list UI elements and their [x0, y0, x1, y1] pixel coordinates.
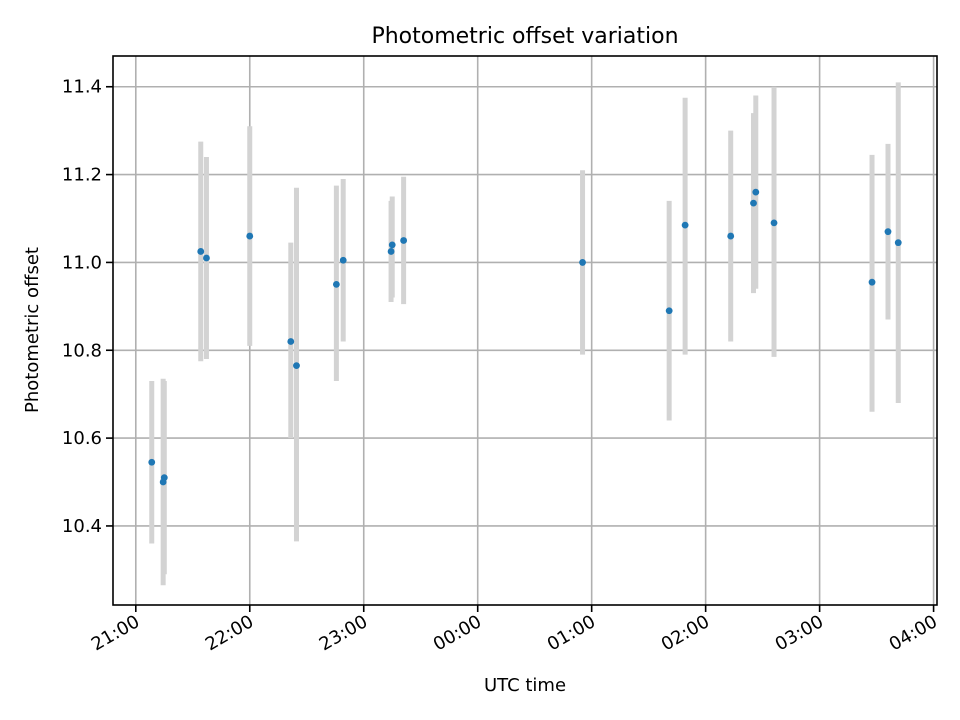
data-point [752, 188, 760, 196]
data-point [770, 219, 778, 227]
data-point [197, 248, 205, 255]
data-point [868, 278, 876, 286]
y-tick-label: 11.2 [62, 165, 102, 186]
x-tick-label: 02:00 [658, 611, 713, 655]
data-point [387, 248, 395, 255]
data-point [148, 458, 156, 466]
x-tick-label: 21:00 [88, 611, 143, 655]
plot-frame [112, 55, 938, 606]
x-tick-label: 01:00 [544, 611, 599, 655]
data-point [681, 221, 689, 229]
y-tick-label: 10.8 [62, 340, 102, 361]
data-point [894, 239, 902, 247]
error-bars [149, 82, 901, 586]
data-point [203, 254, 210, 262]
data-point [884, 228, 892, 236]
data-point [388, 241, 396, 249]
y-tick-label: 11.0 [62, 252, 102, 273]
x-axis-ticks: 21:00 22:00 23:00 00:00 01:00 02:00 03:00 04:00 [88, 605, 941, 655]
data-point [332, 280, 340, 288]
data-points [148, 188, 902, 486]
data-point [160, 474, 168, 482]
x-axis-label: UTC time [484, 675, 566, 696]
data-point [339, 256, 347, 264]
y-tick-label: 10.6 [62, 428, 102, 449]
x-tick-label: 04:00 [886, 611, 941, 655]
data-point [400, 237, 408, 244]
data-point [665, 307, 673, 315]
x-tick-label: 03:00 [772, 611, 827, 655]
y-axis-ticks: 10.4 10.6 10.8 11.0 11.2 11.4 [62, 77, 113, 537]
chart-title: Photometric offset variation [371, 24, 678, 49]
grid [113, 56, 937, 605]
data-point [293, 362, 300, 370]
x-tick-label: 00:00 [430, 611, 485, 655]
y-tick-label: 10.4 [62, 516, 102, 537]
x-tick-label: 23:00 [316, 611, 371, 655]
data-point [750, 199, 757, 207]
data-point [579, 259, 586, 266]
x-tick-label: 22:00 [202, 611, 257, 655]
y-tick-label: 11.4 [62, 77, 102, 98]
data-point [287, 338, 295, 345]
data-point [727, 232, 735, 240]
data-point [246, 232, 254, 240]
y-axis-label: Photometric offset [22, 247, 43, 413]
